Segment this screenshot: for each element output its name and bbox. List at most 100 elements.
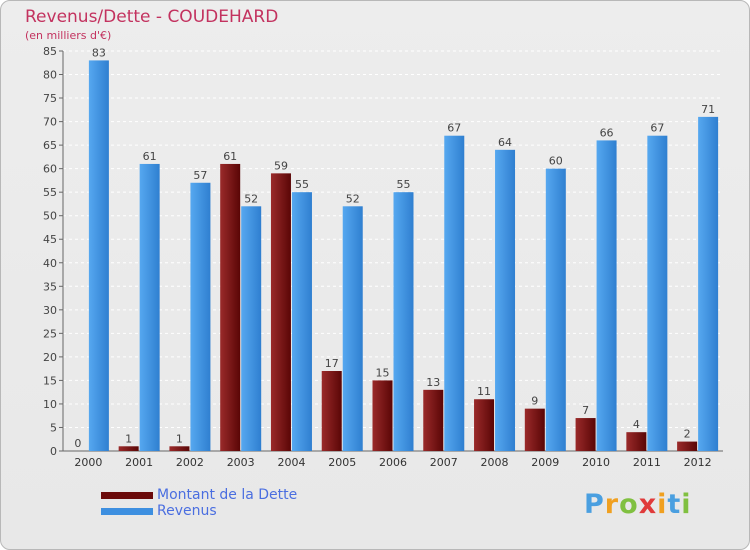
- y-tick-label: 60: [43, 163, 57, 176]
- data-label-revenus: 55: [397, 178, 411, 191]
- data-label-revenus: 55: [295, 178, 309, 191]
- bar-revenus: [393, 192, 414, 452]
- y-tick-label: 25: [43, 327, 57, 340]
- chart-subtitle: (en milliers d'€): [25, 29, 112, 42]
- data-label-revenus: 71: [701, 103, 715, 116]
- data-label-dette: 61: [223, 150, 237, 163]
- legend-swatch-revenus: [101, 507, 153, 515]
- logo-letter: t: [667, 489, 682, 520]
- data-label-dette: 1: [176, 432, 183, 445]
- bar-dette: [118, 446, 139, 451]
- data-label-revenus: 64: [498, 136, 512, 149]
- x-tick-label: 2005: [328, 456, 356, 469]
- bar-revenus: [291, 192, 312, 452]
- bar-dette: [321, 371, 342, 451]
- x-tick-label: 2002: [176, 456, 204, 469]
- data-label-revenus: 52: [244, 192, 258, 205]
- bar-dette: [220, 163, 241, 452]
- logo-letter: x: [638, 489, 658, 520]
- data-label-dette: 1: [125, 432, 132, 445]
- y-tick-label: 5: [50, 421, 57, 434]
- data-label-dette: 7: [582, 404, 589, 417]
- y-tick-label: 50: [43, 210, 57, 223]
- y-tick-label: 10: [43, 398, 57, 411]
- bar-revenus: [647, 135, 668, 452]
- bar-dette: [575, 418, 596, 451]
- bar-dette: [524, 408, 545, 451]
- data-label-revenus: 67: [650, 122, 664, 135]
- bar-dette: [474, 399, 495, 451]
- x-tick-label: 2010: [582, 456, 610, 469]
- bar-revenus: [444, 135, 465, 452]
- bar-revenus: [698, 116, 719, 451]
- x-tick-label: 2004: [277, 456, 305, 469]
- bar-dette: [626, 432, 647, 451]
- x-tick-label: 2012: [684, 456, 712, 469]
- y-tick-label: 30: [43, 304, 57, 317]
- x-tick-label: 2003: [227, 456, 255, 469]
- y-tick-label: 15: [43, 374, 57, 387]
- x-tick-label: 2007: [430, 456, 458, 469]
- data-label-dette: 0: [74, 437, 81, 450]
- bar-revenus: [190, 182, 211, 451]
- data-label-dette: 4: [633, 418, 640, 431]
- data-label-revenus: 66: [600, 126, 614, 139]
- legend-item-dette: Montant de la Dette: [101, 487, 297, 503]
- bar-dette: [270, 173, 291, 451]
- y-tick-label: 45: [43, 233, 57, 246]
- y-tick-label: 40: [43, 257, 57, 270]
- bar-revenus: [139, 163, 160, 452]
- legend-swatch-dette: [101, 491, 153, 499]
- x-tick-label: 2000: [74, 456, 102, 469]
- data-label-dette: 17: [325, 357, 339, 370]
- y-tick-label: 75: [43, 92, 57, 105]
- logo-letter: P: [584, 489, 605, 520]
- data-label-dette: 15: [376, 366, 390, 379]
- bar-dette: [677, 441, 698, 451]
- y-tick-label: 55: [43, 186, 57, 199]
- data-label-revenus: 61: [143, 150, 157, 163]
- data-label-revenus: 67: [447, 122, 461, 135]
- data-label-revenus: 52: [346, 192, 360, 205]
- legend-label-dette: Montant de la Dette: [157, 487, 298, 503]
- bar-dette: [372, 380, 393, 451]
- bar-revenus: [495, 149, 516, 451]
- logo-letter: i: [657, 489, 668, 520]
- data-label-dette: 11: [477, 385, 491, 398]
- data-label-revenus: 83: [92, 46, 106, 59]
- data-label-dette: 9: [531, 395, 538, 408]
- data-label-dette: 2: [684, 428, 691, 441]
- bar-revenus: [88, 60, 109, 451]
- bar-revenus: [241, 206, 262, 451]
- data-label-revenus: 60: [549, 155, 563, 168]
- bar-revenus: [596, 140, 617, 452]
- legend-label-revenus: Revenus: [157, 503, 217, 519]
- data-label-revenus: 57: [193, 169, 207, 182]
- y-tick-label: 65: [43, 139, 57, 152]
- x-tick-label: 2009: [531, 456, 559, 469]
- bar-dette: [169, 446, 190, 451]
- legend-item-revenus: Revenus: [101, 503, 297, 519]
- y-tick-label: 20: [43, 351, 57, 364]
- chart-title: Revenus/Dette - COUDEHARD: [25, 7, 279, 27]
- y-tick-label: 0: [50, 445, 57, 458]
- x-tick-label: 2006: [379, 456, 407, 469]
- data-label-dette: 59: [274, 159, 288, 172]
- x-tick-label: 2011: [633, 456, 661, 469]
- y-tick-label: 70: [43, 116, 57, 129]
- data-label-dette: 13: [426, 376, 440, 389]
- legend: Montant de la Dette Revenus: [101, 487, 297, 519]
- y-tick-label: 35: [43, 280, 57, 293]
- logo-letter: r: [604, 489, 620, 520]
- y-tick-label: 80: [43, 69, 57, 82]
- x-tick-label: 2008: [481, 456, 509, 469]
- logo-letter: o: [619, 489, 639, 520]
- x-tick-label: 2001: [125, 456, 153, 469]
- proxiti-logo: Proxiti: [584, 489, 692, 520]
- bar-revenus: [342, 206, 363, 451]
- y-tick-label: 85: [43, 45, 57, 58]
- logo-letter: i: [681, 489, 692, 520]
- bar-revenus: [545, 168, 566, 451]
